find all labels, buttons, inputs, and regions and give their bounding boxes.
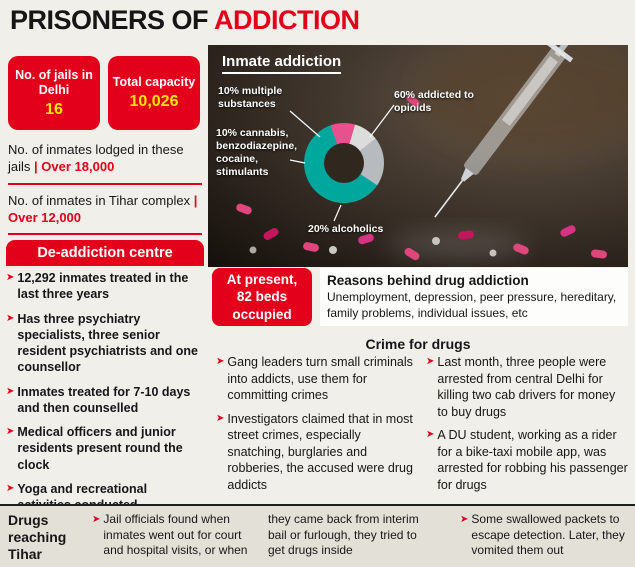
addiction-photo-panel: Inmate addiction 10% multiple substances… [208, 45, 628, 267]
red-divider [8, 233, 202, 235]
beds-line1: At present, [226, 271, 298, 287]
arrow-bullet-icon: ➤ [426, 429, 435, 440]
list-item-text: Investigators claimed that in most stree… [227, 411, 413, 492]
title-prefix: PRISONERS OF [10, 5, 209, 35]
list-item-text: Medical officers and junior residents pr… [17, 425, 183, 472]
stat-value: Over 18,000 [41, 158, 115, 174]
arrow-bullet-icon: ➤ [216, 356, 225, 367]
stat-inmates-tihar: No. of inmates in Tihar complex | Over 1… [8, 193, 202, 227]
stat-value: Over 12,000 [8, 209, 82, 225]
syringe-illustration [434, 45, 590, 218]
chart-label-cannabis: 10% cannabis, benzodiazepine, cocaine, s… [216, 127, 298, 179]
stat-inmates-lodged: No. of inmates lodged in these jails | O… [8, 142, 202, 176]
chart-label-alcoholics: 20% alcoholics [308, 223, 384, 235]
footer-col-text: they came back from interim bail or furl… [268, 512, 419, 558]
title-highlight: ADDICTION [214, 5, 360, 35]
donut-hole [324, 143, 364, 183]
arrow-bullet-icon: ➤ [6, 272, 15, 283]
beds-line3: occupied [232, 306, 292, 322]
footer-col-1: ➤ Jail officials found when inmates went… [92, 512, 258, 567]
arrow-bullet-icon: ➤ [6, 385, 15, 397]
crime-list-left: ➤ Gang leaders turn small criminals into … [216, 354, 414, 500]
list-item: ➤ 12,292 inmates treated in the last thre… [6, 270, 204, 303]
reasons-body: Unemployment, depression, peer pressure,… [327, 290, 617, 320]
footer-col-2: they came back from interim bail or furl… [268, 512, 426, 567]
list-item-text: 12,292 inmates treated in the last three… [17, 271, 189, 302]
list-item: ➤ Investigators claimed that in most stre… [216, 411, 414, 494]
chart-label-multiple-substances: 10% multiple substances [218, 85, 283, 111]
list-item: ➤ Gang leaders turn small criminals into … [216, 354, 414, 404]
beds-occupied-badge: At present, 82 beds occupied [212, 268, 312, 326]
arrow-bullet-icon: ➤ [426, 356, 435, 367]
page-title: PRISONERS OF ADDICTION [10, 5, 360, 36]
reasons-title: Reasons behind drug addiction [327, 273, 529, 288]
list-item-text: Has three psychiatry specialists, three … [17, 311, 198, 375]
chart-title: Inmate addiction [222, 53, 342, 74]
footer-col-text: Jail officials found when inmates went o… [103, 512, 248, 558]
footer-col-3: ➤ Some swallowed packets to escape detec… [460, 512, 628, 567]
reasons-box: Reasons behind drug addiction Unemployme… [320, 268, 628, 327]
arrow-bullet-icon: ➤ [460, 514, 469, 525]
deaddiction-header: De-addiction centre [6, 240, 204, 266]
red-divider [8, 183, 202, 185]
footer-label: Drugs reaching Tihar [8, 512, 67, 562]
footer-col-text: Some swallowed packets to escape detecti… [471, 512, 625, 558]
arrow-bullet-icon: ➤ [92, 514, 101, 525]
stat-label: No. of inmates lodged in these jails [8, 142, 184, 174]
list-item-text: A DU student, working as a rider for a b… [437, 428, 628, 492]
list-item: ➤ A DU student, working as a rider for a … [426, 427, 628, 493]
addiction-donut [304, 123, 384, 203]
stat-badge-capacity: Total capacity 10,026 [108, 56, 200, 130]
stat-badge-jails: No. of jails in Delhi 16 [8, 56, 100, 130]
pipe-separator: | [193, 193, 198, 208]
list-item: ➤ Medical officers and junior residents p… [6, 424, 204, 473]
list-item: ➤ Last month, three people were arrested … [426, 354, 628, 420]
stat-badge-label: No. of jails in Delhi [15, 67, 93, 97]
chart-label-opioids: 60% addicted to opioids [394, 89, 474, 115]
beds-line2: 82 beds [236, 289, 288, 305]
crime-section-title: Crime for drugs [365, 336, 471, 352]
crime-list-right: ➤ Last month, three people were arrested … [426, 354, 628, 500]
stat-badge-value: 10,026 [129, 93, 179, 110]
list-item: ➤ Has three psychiatry specialists, three… [6, 311, 204, 376]
stat-badge-value: 16 [45, 100, 63, 118]
arrow-bullet-icon: ➤ [6, 426, 15, 437]
stat-label: No. of inmates in Tihar complex [8, 193, 191, 208]
deaddiction-list: ➤ 12,292 inmates treated in the last thre… [6, 270, 204, 521]
arrow-bullet-icon: ➤ [216, 412, 225, 424]
list-item-text: Gang leaders turn small criminals into a… [227, 355, 413, 402]
pipe-separator: | [34, 158, 38, 174]
list-item-text: Last month, three people were arrested f… [437, 355, 616, 419]
arrow-bullet-icon: ➤ [6, 312, 15, 324]
powder-spill [388, 231, 528, 259]
arrow-bullet-icon: ➤ [6, 482, 15, 494]
list-item-text: Inmates treated for 7-10 days and then c… [17, 384, 191, 415]
stat-badge-label: Total capacity [112, 75, 196, 89]
footer-strip: Drugs reaching Tihar ➤ Jail officials fo… [0, 504, 635, 567]
list-item: ➤ Inmates treated for 7-10 days and then … [6, 384, 204, 417]
